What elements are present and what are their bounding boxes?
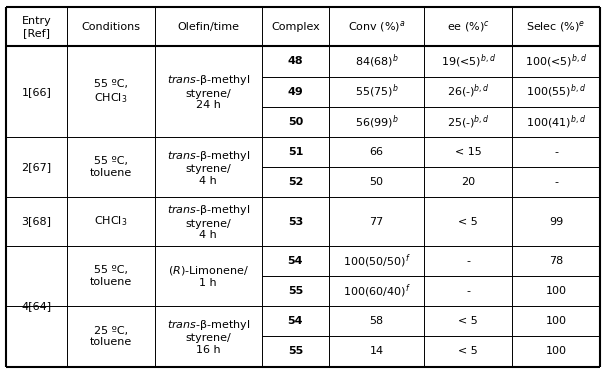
Text: 100: 100: [545, 316, 567, 326]
Text: 54: 54: [288, 316, 303, 326]
Text: Conditions: Conditions: [81, 22, 141, 32]
Text: 49: 49: [287, 87, 303, 97]
Text: 51: 51: [288, 147, 303, 157]
Text: 52: 52: [288, 177, 303, 187]
Text: 58: 58: [370, 316, 384, 326]
Text: 99: 99: [549, 217, 563, 227]
Text: 4[64]: 4[64]: [21, 301, 52, 311]
Text: 25(-)$^{b,d}$: 25(-)$^{b,d}$: [447, 113, 490, 131]
Text: 1[66]: 1[66]: [22, 87, 52, 97]
Text: ee (%)$^{c}$: ee (%)$^{c}$: [447, 19, 490, 34]
Text: 26(-)$^{b,d}$: 26(-)$^{b,d}$: [447, 83, 490, 101]
Text: 66: 66: [370, 147, 384, 157]
Text: 55 ºC,
CHCl$_3$: 55 ºC, CHCl$_3$: [94, 79, 128, 105]
Text: 100(60/40)$^{f}$: 100(60/40)$^{f}$: [343, 282, 410, 300]
Text: 53: 53: [288, 217, 303, 227]
Text: 25 ºC,
toluene: 25 ºC, toluene: [90, 325, 132, 347]
Text: 100: 100: [545, 286, 567, 296]
Text: $trans$-β-methyl
styrene/
4 h: $trans$-β-methyl styrene/ 4 h: [167, 203, 250, 240]
Text: 55: 55: [288, 346, 303, 356]
Text: $trans$-β-methyl
styrene/
24 h: $trans$-β-methyl styrene/ 24 h: [167, 73, 250, 110]
Text: -: -: [466, 286, 470, 296]
Text: 55(75)$^{b}$: 55(75)$^{b}$: [355, 83, 399, 101]
Text: 54: 54: [288, 256, 303, 266]
Text: 3[68]: 3[68]: [21, 217, 52, 227]
Text: < 15: < 15: [455, 147, 482, 157]
Text: Selec (%)$^{e}$: Selec (%)$^{e}$: [527, 19, 585, 34]
Text: < 5: < 5: [458, 316, 478, 326]
Text: $trans$-β-methyl
styrene/
16 h: $trans$-β-methyl styrene/ 16 h: [167, 318, 250, 355]
Text: 14: 14: [370, 346, 384, 356]
Text: Complex: Complex: [271, 22, 320, 32]
Text: 19(<5)$^{b,d}$: 19(<5)$^{b,d}$: [441, 53, 496, 70]
Text: 78: 78: [549, 256, 563, 266]
Text: 100(55)$^{b,d}$: 100(55)$^{b,d}$: [526, 83, 586, 101]
Text: 100(<5)$^{b,d}$: 100(<5)$^{b,d}$: [525, 53, 587, 70]
Text: Olefin/time: Olefin/time: [178, 22, 239, 32]
Text: 100(50/50)$^{f}$: 100(50/50)$^{f}$: [343, 252, 410, 270]
Text: 2[67]: 2[67]: [21, 162, 52, 172]
Text: < 5: < 5: [458, 217, 478, 227]
Text: 48: 48: [288, 56, 303, 67]
Text: Entry
[Ref]: Entry [Ref]: [22, 16, 52, 38]
Text: ($R$)-Limonene/
1 h: ($R$)-Limonene/ 1 h: [168, 264, 248, 288]
Text: -: -: [466, 256, 470, 266]
Text: 20: 20: [461, 177, 475, 187]
Text: 50: 50: [288, 117, 303, 127]
Text: -: -: [554, 177, 558, 187]
Text: 55 ºC,
toluene: 55 ºC, toluene: [90, 156, 132, 178]
Text: 56(99)$^{b}$: 56(99)$^{b}$: [355, 113, 399, 131]
Text: 55 ºC,
toluene: 55 ºC, toluene: [90, 265, 132, 287]
Text: 84(68)$^{b}$: 84(68)$^{b}$: [355, 53, 399, 70]
Text: 55: 55: [288, 286, 303, 296]
Text: 77: 77: [370, 217, 384, 227]
Text: Conv (%)$^{a}$: Conv (%)$^{a}$: [348, 19, 405, 34]
Text: 100(41)$^{b,d}$: 100(41)$^{b,d}$: [526, 113, 586, 131]
Text: CHCl$_3$: CHCl$_3$: [94, 215, 127, 229]
Text: $trans$-β-methyl
styrene/
4 h: $trans$-β-methyl styrene/ 4 h: [167, 148, 250, 186]
Text: 100: 100: [545, 346, 567, 356]
Text: < 5: < 5: [458, 346, 478, 356]
Text: 50: 50: [370, 177, 384, 187]
Text: -: -: [554, 147, 558, 157]
